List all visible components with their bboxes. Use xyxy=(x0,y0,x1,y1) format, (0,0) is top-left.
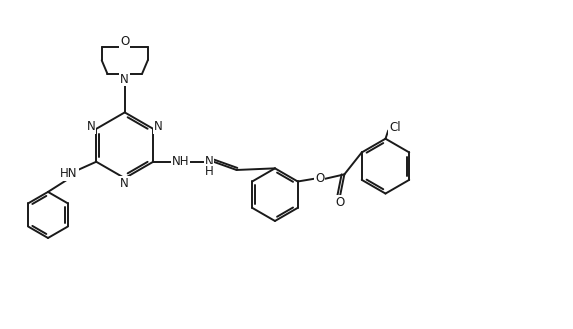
Text: O: O xyxy=(120,35,129,48)
Text: H: H xyxy=(205,165,214,178)
Text: O: O xyxy=(315,172,324,185)
Text: HN: HN xyxy=(60,167,77,180)
Text: Cl: Cl xyxy=(389,121,401,134)
Text: N: N xyxy=(205,155,214,168)
Text: N: N xyxy=(120,177,129,190)
Text: N: N xyxy=(154,120,163,133)
Text: N: N xyxy=(120,72,129,86)
Text: N: N xyxy=(87,120,95,133)
Text: O: O xyxy=(335,196,344,209)
Text: NH: NH xyxy=(172,155,190,168)
